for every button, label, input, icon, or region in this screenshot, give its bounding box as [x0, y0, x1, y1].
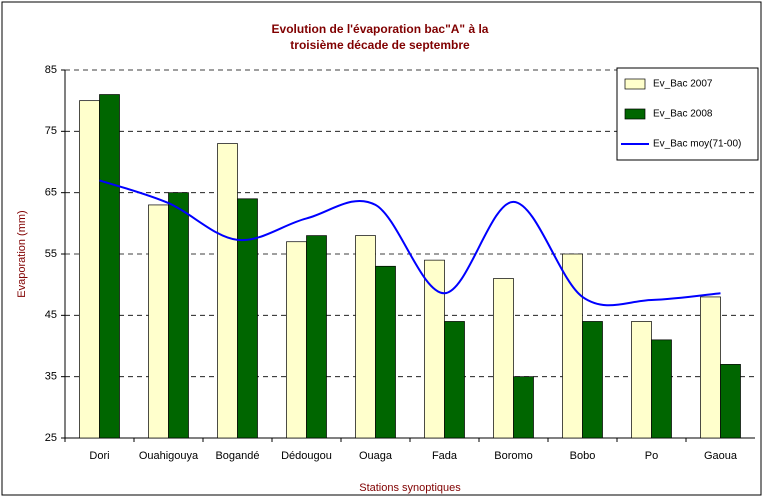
- bar: [306, 235, 327, 439]
- legend-label: Ev_Bac 2007: [653, 79, 713, 90]
- y-tick-label: 25: [45, 432, 57, 444]
- x-tick-label: Gaoua: [704, 450, 738, 462]
- x-tick-label: Ouaga: [359, 450, 393, 462]
- bar: [355, 235, 376, 439]
- bar: [631, 321, 652, 439]
- bar: [79, 100, 100, 439]
- x-tick-label: Fada: [432, 450, 458, 462]
- bar: [237, 198, 258, 439]
- bar: [651, 339, 672, 439]
- x-tick-label: Bobo: [570, 450, 596, 462]
- y-tick-label: 85: [45, 64, 57, 76]
- y-tick-label: 65: [45, 187, 57, 199]
- bar: [493, 278, 514, 439]
- legend-swatch: [624, 78, 646, 90]
- y-axis-label: Evaporation (mm): [16, 210, 28, 297]
- chart-title: Evolution de l'évaporation bac"A" à la: [272, 22, 489, 36]
- bar: [168, 192, 189, 439]
- x-tick-label: Dori: [89, 450, 109, 462]
- bar: [700, 296, 721, 439]
- bar: [217, 143, 238, 439]
- bar: [720, 364, 741, 439]
- bar: [424, 259, 445, 439]
- x-axis-label: Stations synoptiques: [359, 482, 461, 494]
- bar: [286, 241, 307, 439]
- y-tick-label: 55: [45, 248, 57, 260]
- chart-title: troisième décade de septembre: [290, 38, 470, 52]
- x-tick-label: Ouahigouya: [139, 450, 199, 462]
- x-tick-label: Po: [645, 450, 658, 462]
- bar: [582, 321, 603, 439]
- legend-label: Ev_Bac moy(71-00): [653, 139, 741, 150]
- bar: [375, 265, 396, 439]
- x-tick-label: Bogandé: [215, 450, 259, 462]
- y-tick-label: 35: [45, 371, 57, 383]
- bar: [99, 94, 120, 439]
- x-tick-label: Boromo: [494, 450, 533, 462]
- legend-label: Ev_Bac 2008: [653, 109, 713, 120]
- bar: [444, 321, 465, 439]
- x-tick-label: Dédougou: [281, 450, 332, 462]
- bar: [148, 204, 169, 439]
- bar: [562, 253, 583, 439]
- y-tick-label: 45: [45, 309, 57, 321]
- legend-swatch: [624, 108, 646, 120]
- legend: Ev_Bac 2007 Ev_Bac 2008 Ev_Bac moy(71-00): [616, 67, 759, 161]
- line: [99, 179, 721, 307]
- y-tick-label: 75: [45, 125, 57, 137]
- bar: [513, 376, 534, 439]
- plot-area: 25 35 45 55 65 75 85 Dori Ouahigouya Bogandé Dédou…: [45, 64, 755, 462]
